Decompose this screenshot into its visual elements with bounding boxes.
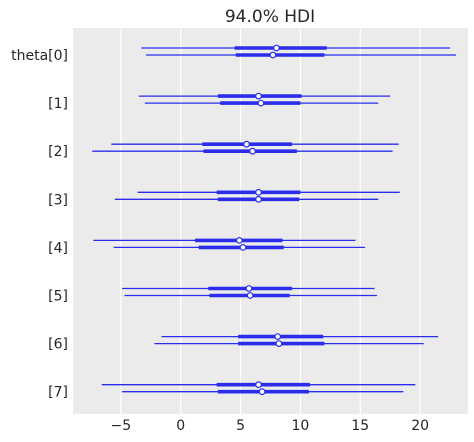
row-label: theta[0]	[11, 48, 68, 64]
row-label: [1]	[48, 96, 68, 112]
x-tick-label: 15	[351, 418, 369, 434]
x-tick-labels: −5 0 5 10 15 20	[111, 418, 429, 434]
median-point	[269, 51, 277, 59]
median-point	[257, 99, 265, 107]
row-label: [5]	[48, 289, 68, 305]
median-point	[255, 92, 262, 100]
median-point	[255, 381, 262, 389]
x-tick-label: 0	[176, 418, 185, 434]
row-label: [4]	[48, 240, 68, 256]
row-labels: theta[0] [1] [2] [3] [4] [5] [6] [7]	[11, 48, 68, 401]
row-label: [7]	[48, 385, 68, 401]
median-point	[246, 292, 254, 299]
median-point	[273, 44, 280, 52]
row-label: [2]	[48, 144, 68, 160]
chart-title: 94.0% HDI	[225, 7, 315, 27]
median-point	[274, 333, 282, 341]
row-label: [3]	[48, 192, 68, 208]
row-label: [6]	[48, 337, 68, 353]
median-point	[255, 188, 262, 196]
median-point	[235, 236, 243, 244]
median-point	[275, 340, 283, 348]
interval-marks	[92, 44, 457, 396]
median-point	[258, 388, 266, 396]
grid-lines	[120, 28, 421, 414]
median-point	[243, 140, 250, 148]
median-point	[249, 147, 256, 155]
x-tick-label: 20	[411, 418, 429, 434]
median-point	[245, 285, 253, 292]
x-tick-label: 10	[292, 418, 310, 434]
plot-background	[73, 28, 468, 414]
median-point	[239, 243, 247, 251]
median-point	[255, 195, 262, 203]
x-tick-label: 5	[236, 418, 245, 434]
x-tick-label: −5	[111, 418, 132, 434]
